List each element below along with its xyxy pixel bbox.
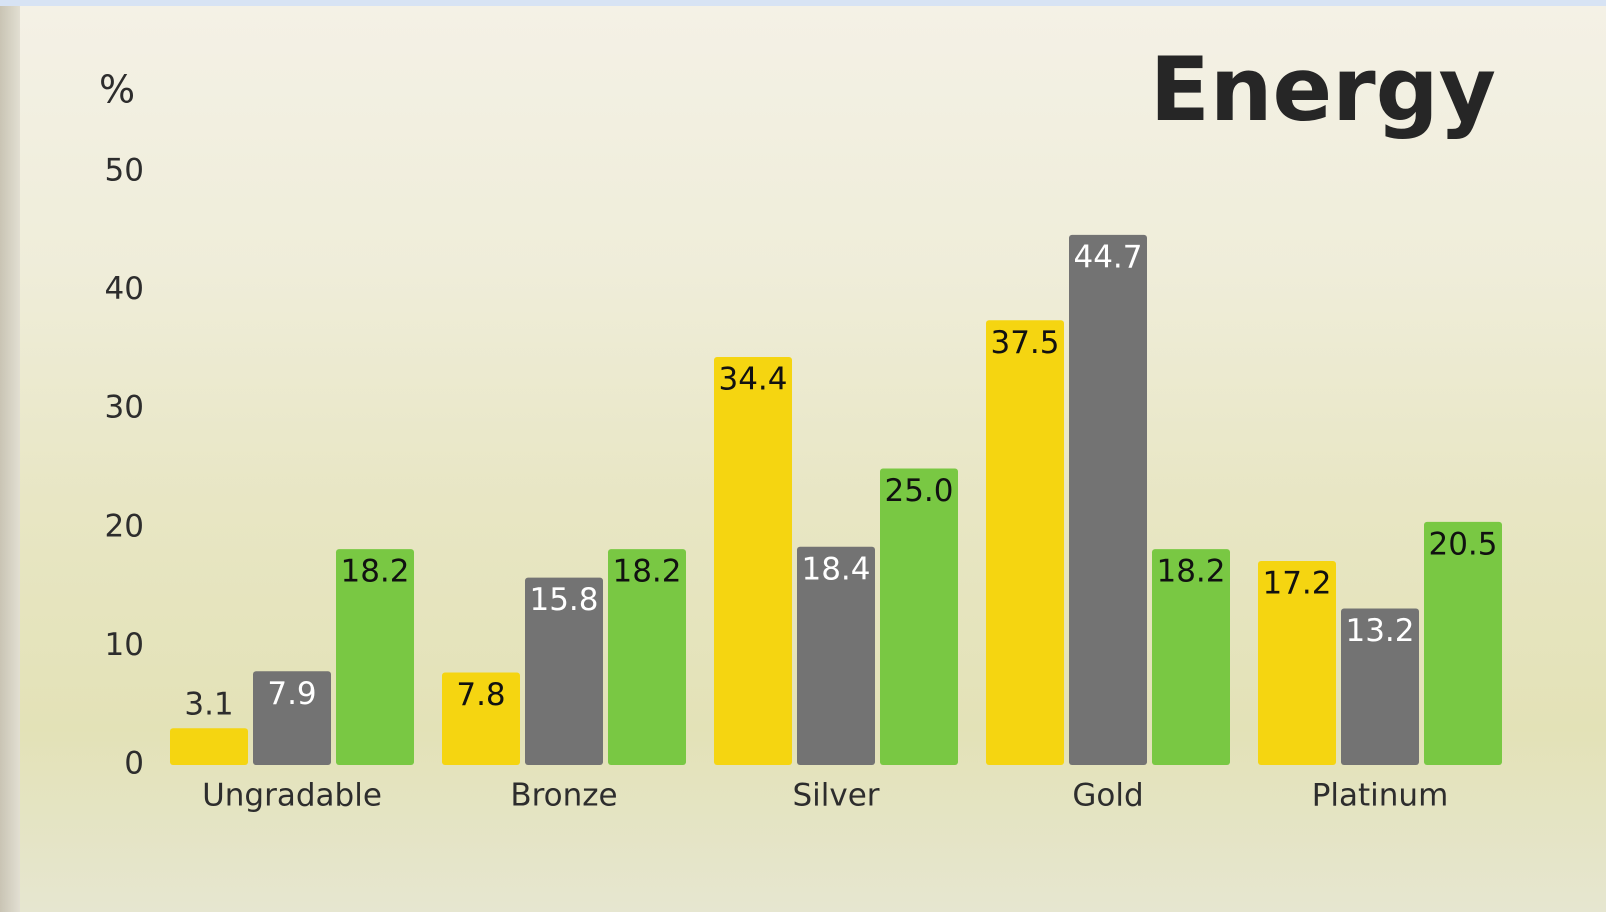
bar [608,549,686,765]
x-tick-label: Platinum [1312,778,1449,814]
left-edge [0,6,20,912]
data-label: 18.2 [340,554,409,590]
data-label: 7.9 [267,676,316,712]
bar [170,728,248,765]
x-tick-label: Silver [792,778,879,814]
bar [797,546,875,765]
data-label: 34.4 [718,362,787,398]
bar [1258,561,1336,765]
data-label: 18.2 [1156,554,1225,590]
y-tick-label: 30 [105,390,144,426]
x-tick-label: Gold [1072,778,1143,814]
data-label: 18.4 [801,551,870,587]
data-label: 7.8 [456,677,505,713]
y-tick-label: 50 [105,153,144,189]
y-tick-label: 40 [105,271,144,307]
data-label: 20.5 [1428,526,1497,562]
data-label: 3.1 [184,687,233,723]
chart-title: Energy [1150,38,1496,141]
data-label: 25.0 [884,473,953,509]
data-label: 17.2 [1262,566,1331,602]
bar [1341,608,1419,765]
y-tick-label: 20 [105,508,144,544]
y-tick-label: 0 [124,746,144,782]
top-bar [0,0,1606,6]
bar [253,671,331,765]
bar [714,357,792,765]
data-label: 44.7 [1073,239,1142,275]
bar [880,468,958,765]
data-label: 37.5 [990,325,1059,361]
bar [525,577,603,765]
bar [986,320,1064,765]
data-label: 18.2 [612,554,681,590]
bar [1424,521,1502,765]
bar [1069,234,1147,765]
y-axis-label: % [99,68,135,112]
x-tick-label: Ungradable [202,778,382,814]
y-tick-label: 10 [105,627,144,663]
data-label: 15.8 [529,582,598,618]
bar [1152,549,1230,765]
data-label: 13.2 [1345,613,1414,649]
bar [336,549,414,765]
bar [442,672,520,765]
x-tick-label: Bronze [510,778,617,814]
